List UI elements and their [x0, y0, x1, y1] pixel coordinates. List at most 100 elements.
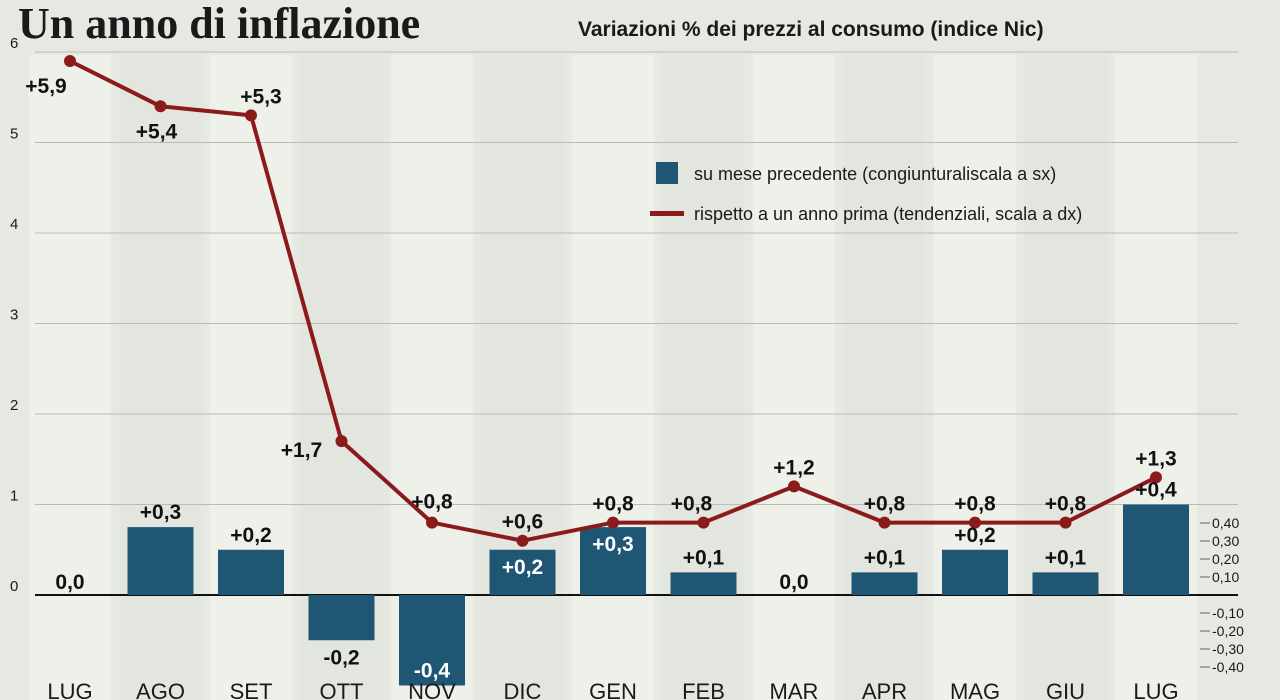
- line-point: [1059, 516, 1072, 529]
- bar-value-label: 0,0: [779, 571, 808, 594]
- x-axis-category-label: SET: [230, 679, 273, 700]
- chart-subtitle: Variazioni % dei prezzi al consumo (indi…: [578, 18, 1044, 41]
- bar-value-label: +0,2: [230, 524, 271, 547]
- right-axis-tick-label: 0,40: [1212, 515, 1239, 531]
- line-point: [154, 100, 167, 113]
- legend-swatch-line: [650, 211, 684, 216]
- line-value-label: +0,6: [502, 511, 543, 534]
- column-band: [571, 55, 655, 700]
- x-axis-category-label: LUG: [1133, 679, 1178, 700]
- line-point: [878, 516, 891, 529]
- x-axis-category-label: NOV: [408, 679, 456, 700]
- bar-series: [127, 504, 1189, 686]
- line-point: [788, 480, 800, 493]
- bar-value-label: +0,2: [502, 556, 543, 579]
- x-axis-category-label: OTT: [320, 679, 364, 700]
- column-band: [119, 55, 202, 700]
- bar-value-label: -0,2: [323, 646, 359, 669]
- line-series: [64, 55, 1162, 547]
- bar: [670, 572, 737, 595]
- left-axis-tick-label: 4: [10, 216, 18, 233]
- x-axis-category-label: GIU: [1046, 679, 1085, 700]
- x-axis-category-label: MAG: [950, 679, 1000, 700]
- line-value-label: +5,4: [136, 120, 178, 143]
- x-axis-category-label: APR: [862, 679, 907, 700]
- line-point: [245, 109, 257, 122]
- left-axis-tick-label: 5: [10, 126, 18, 143]
- left-axis-tick-label: 0: [10, 578, 18, 595]
- line-value-label: +5,3: [240, 85, 281, 108]
- line-value-label: +5,9: [25, 75, 66, 98]
- line-point: [1150, 471, 1162, 484]
- left-axis-tick-label: 3: [10, 307, 18, 324]
- column-band: [481, 55, 564, 700]
- bar: [308, 595, 375, 641]
- bar: [218, 549, 284, 595]
- line-labels: +5,9 +5,4 +5,3 +1,7 +0,8 +0,6 +0,8 +0,8 +1,2 +0,8…: [25, 75, 1176, 534]
- line-point: [607, 516, 619, 529]
- bar-value-label: +0,3: [140, 501, 181, 524]
- line-value-label: +0,8: [954, 493, 996, 516]
- right-axis-tick-label: -0,40: [1212, 659, 1244, 675]
- column-band: [390, 55, 474, 700]
- line-point: [697, 516, 710, 529]
- right-axis-tick-label: -0,10: [1212, 605, 1244, 621]
- column-band: [1114, 55, 1198, 700]
- x-axis-category-label: FEB: [682, 679, 725, 700]
- line-value-label: +0,8: [411, 491, 453, 514]
- x-axis-labels: LUG AGO SET OTT NOV DIC GEN FEB MAR APR MAG GIU LUG: [47, 679, 1178, 700]
- column-band: [933, 55, 1017, 700]
- bar: [1123, 504, 1189, 595]
- bar: [942, 549, 1008, 595]
- bar: [399, 595, 465, 686]
- bar-value-label: +0,2: [954, 524, 995, 547]
- bar: [127, 527, 194, 595]
- line-point: [64, 55, 76, 68]
- column-band: [843, 55, 926, 700]
- right-axis-tick-label: 0,20: [1212, 551, 1239, 567]
- bar-value-label: +0,1: [1045, 546, 1087, 569]
- column-band: [752, 55, 836, 700]
- column-band: [300, 55, 383, 700]
- bar: [489, 549, 556, 595]
- legend: su mese precedente (congiunturaliscala a…: [650, 162, 1082, 224]
- left-axis: 0 1 2 3 4 5 6: [10, 35, 18, 595]
- column-band: [209, 55, 293, 700]
- x-axis-category-label: AGO: [136, 679, 185, 700]
- line-value-label: +1,7: [281, 439, 322, 462]
- line-value-label: +1,2: [773, 456, 814, 479]
- bar-labels: 0,0 +0,3 +0,2 -0,2 -0,4 +0,2 +0,3 +0,1 0,0 +0,1 +0…: [55, 479, 1177, 683]
- column-band: [28, 55, 112, 700]
- right-axis-tick-label: 0,10: [1212, 569, 1239, 585]
- chart-title: Un anno di inflazione: [18, 0, 420, 48]
- legend-label-line: rispetto a un anno prima (tendenziali, s…: [694, 204, 1082, 224]
- left-axis-tick-label: 2: [10, 397, 18, 414]
- column-band: [662, 55, 745, 700]
- line-point: [969, 516, 981, 529]
- line-point: [335, 435, 348, 448]
- left-axis-tick-label: 1: [10, 488, 18, 505]
- x-axis-category-label: LUG: [47, 679, 92, 700]
- column-bands: [28, 55, 1198, 700]
- line-point: [426, 516, 438, 529]
- right-axis: 0,40 0,30 0,20 0,10 -0,10 -0,20 -0,30 -0,40: [1200, 515, 1244, 675]
- line-value-label: +0,8: [671, 493, 713, 516]
- bar-value-label: +0,1: [683, 546, 725, 569]
- right-axis-tick-label: -0,30: [1212, 641, 1244, 657]
- x-axis-category-label: DIC: [504, 679, 542, 700]
- legend-swatch-bars: [656, 162, 678, 184]
- line-value-label: +0,8: [1045, 493, 1087, 516]
- bar: [1032, 572, 1099, 595]
- bar-value-label: +0,3: [592, 533, 633, 556]
- legend-label-bars: su mese precedente (congiunturaliscala a…: [694, 164, 1056, 184]
- bar: [851, 572, 918, 595]
- right-axis-tick-label: 0,30: [1212, 533, 1239, 549]
- bar-value-label: 0,0: [55, 571, 84, 594]
- bar-value-label: +0,1: [864, 546, 906, 569]
- column-band: [1024, 55, 1107, 700]
- bar-value-label: -0,4: [414, 660, 451, 683]
- line-value-label: +0,8: [864, 493, 906, 516]
- bar: [580, 527, 646, 595]
- right-axis-tick-label: -0,20: [1212, 623, 1244, 639]
